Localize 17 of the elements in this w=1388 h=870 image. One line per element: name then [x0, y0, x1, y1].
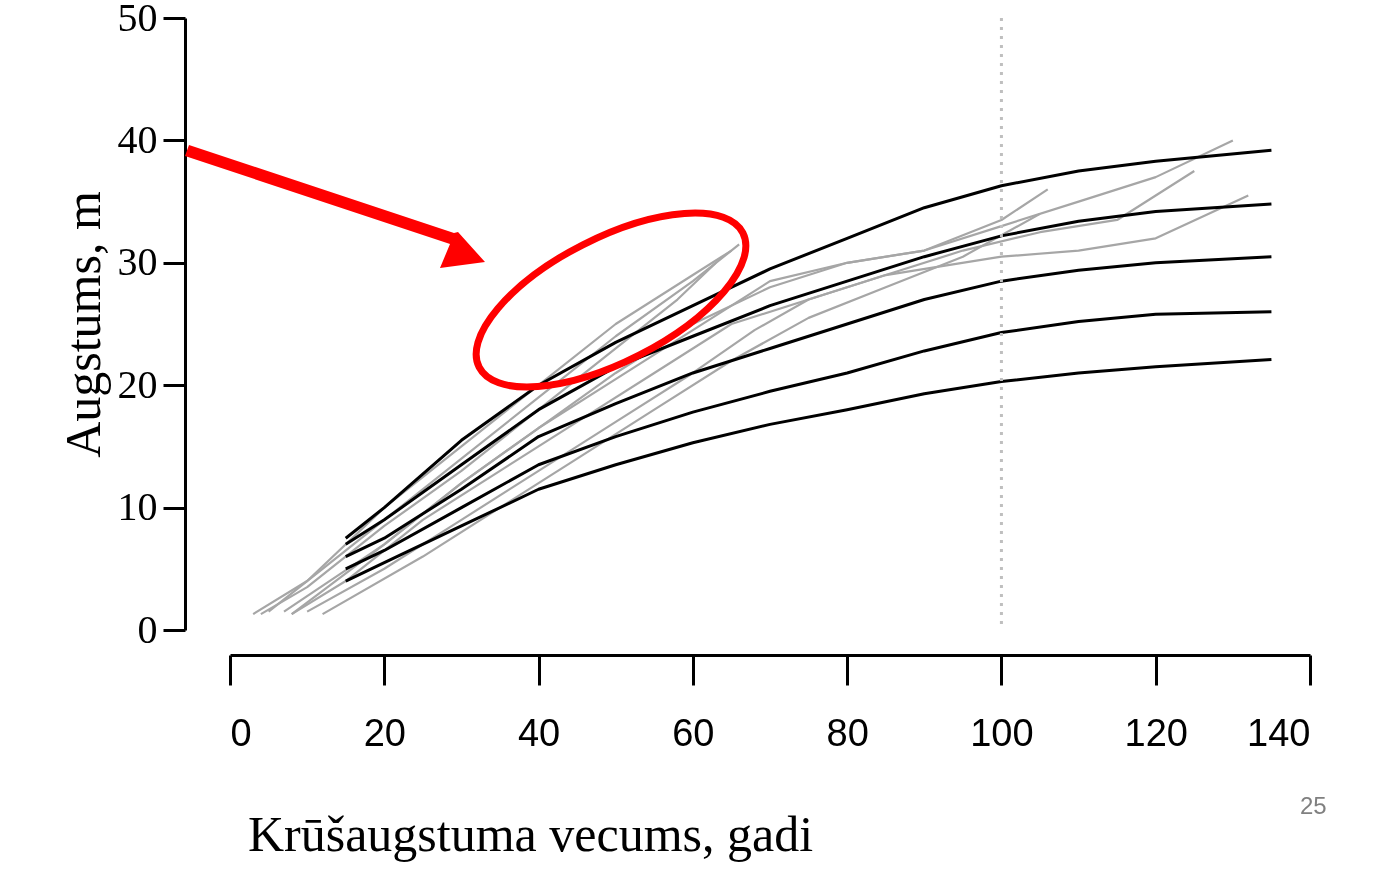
y-tick-label: 40 [117, 116, 158, 162]
x-tick-label: 40 [517, 711, 561, 754]
x-tick-label: 120 [1124, 711, 1188, 754]
y-tick-label: 30 [117, 239, 158, 285]
x-tick-label: 140 [1247, 711, 1311, 754]
x-axis-title: Krūšaugstuma vecums, gadi [247, 805, 814, 862]
y-tick-label: 0 [137, 606, 158, 652]
x-tick-label: 0 [230, 711, 252, 754]
x-tick-label: 80 [826, 711, 869, 754]
y-tick-label: 10 [117, 484, 158, 530]
x-tick-label: 20 [363, 711, 406, 754]
y-axis-title: Augstums, m [54, 191, 111, 458]
y-tick-label: 20 [117, 361, 158, 407]
x-tick-label: 60 [672, 711, 715, 754]
x-tick-label: 100 [970, 711, 1034, 754]
text: 25 [1300, 792, 1327, 820]
y-tick-label: 50 [117, 0, 158, 40]
